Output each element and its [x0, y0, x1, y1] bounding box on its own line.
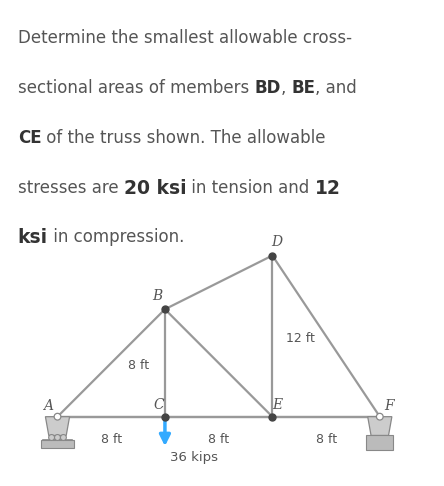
Circle shape [49, 434, 55, 440]
Text: 12 ft: 12 ft [286, 332, 315, 345]
Polygon shape [368, 417, 392, 435]
Text: 8 ft: 8 ft [208, 433, 229, 446]
Text: E: E [272, 398, 282, 412]
Text: sectional areas of members: sectional areas of members [18, 79, 254, 97]
Text: stresses are: stresses are [18, 178, 123, 196]
Text: BE: BE [291, 79, 315, 97]
Polygon shape [366, 435, 393, 450]
Text: CE: CE [18, 129, 41, 147]
Text: 36 kips: 36 kips [170, 451, 218, 464]
Text: of the truss shown. The allowable: of the truss shown. The allowable [41, 129, 326, 147]
Polygon shape [41, 440, 74, 448]
Text: 20 ksi: 20 ksi [123, 178, 186, 197]
Text: Determine the smallest allowable cross-: Determine the smallest allowable cross- [18, 29, 352, 47]
Circle shape [55, 434, 60, 440]
Text: 8 ft: 8 ft [316, 433, 337, 446]
Text: ,: , [281, 79, 291, 97]
Text: 8 ft: 8 ft [101, 433, 122, 446]
Text: 8 ft: 8 ft [128, 359, 149, 372]
Text: ksi: ksi [18, 228, 48, 247]
Text: D: D [271, 235, 282, 249]
Text: A: A [43, 399, 53, 413]
Circle shape [54, 413, 61, 420]
Text: C: C [154, 398, 164, 412]
Polygon shape [45, 417, 70, 435]
Text: , and: , and [315, 79, 357, 97]
Circle shape [377, 413, 383, 420]
Text: in tension and: in tension and [186, 178, 315, 196]
Text: B: B [152, 289, 162, 302]
Circle shape [60, 434, 66, 440]
Text: 12: 12 [315, 178, 341, 197]
Text: BD: BD [254, 79, 281, 97]
Text: F: F [385, 399, 394, 413]
Text: in compression.: in compression. [48, 228, 184, 246]
